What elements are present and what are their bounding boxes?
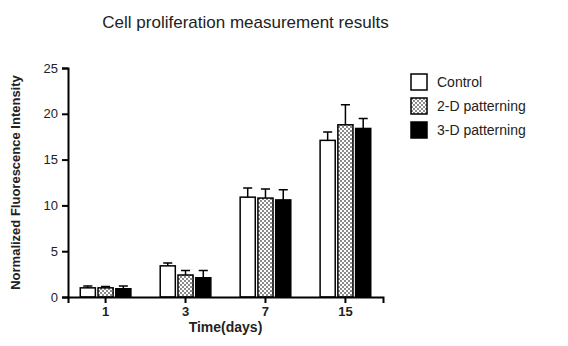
legend-swatch bbox=[411, 74, 427, 90]
x-tick-mark bbox=[264, 297, 266, 303]
legend-swatch bbox=[411, 122, 427, 138]
x-axis-title: Time(days) bbox=[189, 319, 263, 335]
error-bar bbox=[279, 190, 288, 200]
bar bbox=[258, 198, 273, 297]
y-axis-line bbox=[62, 69, 69, 298]
y-tick-label: 5 bbox=[51, 244, 58, 259]
y-tick-mark bbox=[62, 251, 68, 253]
title: Cell proliferation measurement results bbox=[102, 13, 388, 32]
x-tick-label: 1 bbox=[102, 304, 109, 319]
legend-item: 2-D patterning bbox=[411, 98, 526, 114]
x-tick-label: 7 bbox=[262, 304, 269, 319]
y-tick-label: 15 bbox=[44, 152, 58, 167]
error-bar bbox=[119, 286, 128, 289]
y-axis-title: Normalized Fluorescence Intensity bbox=[8, 74, 23, 289]
y-tick: 0 bbox=[51, 290, 68, 305]
bar bbox=[196, 278, 211, 297]
y-tick-mark bbox=[62, 159, 68, 161]
legend: Control 2-D patterning 3-D patterning bbox=[411, 74, 526, 138]
y-tick: 15 bbox=[44, 152, 68, 167]
error-bar bbox=[261, 189, 270, 198]
bar bbox=[356, 128, 371, 297]
x-tick: 7 bbox=[262, 297, 269, 319]
y-axis: 0 5 10 15 20 25 bbox=[44, 61, 69, 305]
y-tick-label: 10 bbox=[44, 198, 58, 213]
error-bar bbox=[181, 270, 190, 275]
y-tick-label: 0 bbox=[51, 290, 58, 305]
error-bar bbox=[101, 286, 110, 287]
y-tick: 10 bbox=[44, 198, 68, 213]
bar bbox=[240, 197, 255, 297]
y-tick: 20 bbox=[44, 106, 68, 121]
legend-swatch bbox=[411, 98, 427, 114]
y-tick: 5 bbox=[51, 244, 68, 259]
error-bar bbox=[359, 118, 368, 128]
bar bbox=[338, 125, 353, 297]
y-tick-mark bbox=[62, 113, 68, 115]
x-tick-mark bbox=[105, 297, 107, 303]
bar bbox=[276, 200, 291, 297]
y-tick-mark bbox=[62, 205, 68, 207]
error-bar bbox=[243, 188, 252, 197]
y-tick: 25 bbox=[44, 61, 68, 76]
y-tick-mark bbox=[62, 68, 68, 70]
x-tick-mark bbox=[344, 297, 346, 303]
x-tick: 1 bbox=[102, 297, 109, 319]
bar bbox=[80, 288, 95, 297]
x-tick: 3 bbox=[182, 297, 189, 319]
error-bar bbox=[163, 263, 172, 266]
bars bbox=[80, 105, 370, 297]
y-tick-label: 25 bbox=[44, 61, 58, 76]
legend-label: 2-D patterning bbox=[437, 98, 526, 114]
bar bbox=[160, 266, 175, 297]
bar bbox=[320, 140, 335, 297]
x-tick: 15 bbox=[338, 297, 352, 319]
legend-label: 3-D patterning bbox=[437, 122, 526, 138]
x-axis: 1 3 7 15 bbox=[69, 297, 384, 319]
y-tick-mark bbox=[62, 297, 68, 299]
x-tick-label: 15 bbox=[338, 304, 352, 319]
y-tick-label: 20 bbox=[44, 106, 58, 121]
bar bbox=[178, 275, 193, 297]
legend-label: Control bbox=[437, 74, 482, 90]
plot: 0 5 10 15 20 25 1 3 7 15 bbox=[44, 61, 384, 320]
error-bar bbox=[323, 132, 332, 140]
x-tick-mark bbox=[185, 297, 187, 303]
legend-item: Control bbox=[411, 74, 482, 90]
chart: 0 5 10 15 20 25 1 3 7 15 Cell proliferation measur… bbox=[0, 0, 568, 346]
legend-item: 3-D patterning bbox=[411, 122, 526, 138]
x-axis-line bbox=[69, 298, 384, 304]
x-tick-label: 3 bbox=[182, 304, 189, 319]
error-bar bbox=[199, 270, 208, 277]
error-bar bbox=[83, 286, 92, 288]
error-bar bbox=[341, 105, 350, 125]
bar bbox=[98, 288, 113, 297]
bar bbox=[116, 289, 131, 297]
